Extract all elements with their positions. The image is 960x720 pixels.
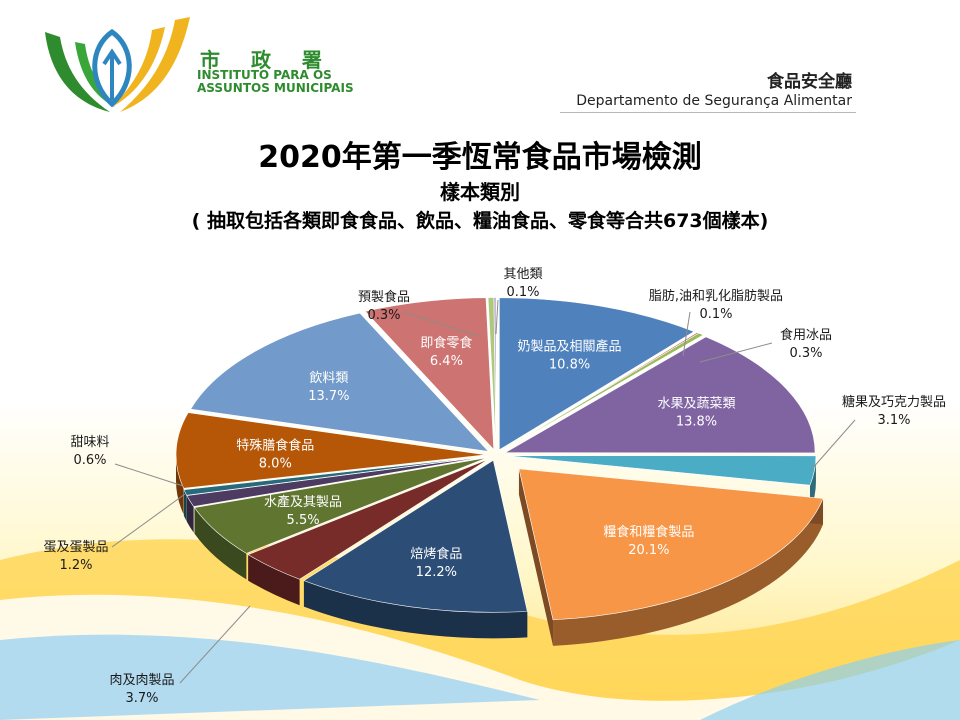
leader-line-15: [403, 311, 479, 337]
leader-line-16: [495, 299, 499, 335]
leader-line-5: [810, 419, 856, 471]
pie-slice-13: [190, 312, 490, 452]
pie-slice-7: [303, 459, 528, 613]
department-name-portuguese: Departamento de Segurança Alimentar: [576, 93, 852, 109]
pie-slice-side-7: [303, 580, 528, 639]
pie-slice-4: [503, 336, 816, 454]
logo-name-chinese: 市 政 署: [200, 48, 334, 72]
slice-value-8: 3.7%: [125, 691, 158, 706]
slice-label-7: 焙烤食品: [410, 546, 462, 562]
slice-value-12: 8.0%: [259, 457, 292, 472]
slice-label-3: 食用冰品: [780, 327, 832, 343]
slice-value-1: 10.8%: [549, 357, 590, 372]
pie-slice-cut-face-2: [518, 468, 554, 646]
leader-line-8: [179, 605, 251, 684]
pie-slice-side-11: [183, 489, 187, 522]
pie-slice-16: [493, 297, 497, 450]
slice-label-6: 糧食和糧食製品: [603, 524, 694, 540]
slice-label-2: 脂肪,油和乳化脂肪製品: [649, 288, 783, 304]
pie-slice-3: [502, 332, 704, 452]
pie-slice-side-8: [248, 554, 300, 606]
leader-line-2: [682, 311, 691, 357]
pie-slice-6: [518, 468, 824, 621]
slice-value-9: 5.5%: [287, 513, 320, 528]
slice-value-2: 0.1%: [699, 307, 732, 322]
slice-label-11: 甜味料: [70, 434, 109, 450]
header-divider: [560, 112, 856, 113]
slice-value-15: 0.3%: [367, 308, 400, 323]
pie-slice-8: [247, 458, 490, 580]
blue-wave-right-shape: [700, 640, 960, 720]
logo-name-portuguese-line2: ASSUNTOS MUNICIPAIS: [197, 81, 354, 95]
slice-value-16: 0.1%: [506, 285, 539, 300]
department-name-chinese: 食品安全廳: [767, 72, 852, 92]
leader-line-11: [114, 463, 184, 487]
pie-slice-9: [193, 457, 488, 554]
pie-slice-10: [186, 456, 487, 507]
chart-subtitle: 樣本類別: [440, 180, 520, 204]
slice-label-5: 糖果及巧克力製品: [842, 394, 946, 410]
blue-wave-shape: [0, 634, 540, 720]
slice-label-4: 水果及蔬菜類: [657, 396, 735, 411]
slice-value-13: 13.7%: [308, 389, 349, 404]
slice-label-15: 預製食品: [358, 289, 410, 305]
slice-label-9: 水產及其製品: [264, 494, 342, 510]
slice-value-10: 1.2%: [59, 558, 92, 573]
pie-slice-side-9: [194, 507, 247, 580]
slice-value-7: 12.2%: [416, 565, 457, 580]
slice-label-1: 奶製品及相關產品: [518, 338, 622, 354]
slice-label-14: 即食零食: [420, 335, 472, 351]
slice-value-6: 20.1%: [628, 543, 669, 558]
slice-value-4: 13.8%: [676, 414, 717, 429]
logo-name-portuguese-line1: INSTITUTO PARA OS: [197, 68, 332, 82]
municipal-logo-icon: [45, 17, 190, 112]
pie-slice-side-6: [553, 498, 824, 646]
pie-slice-side-10: [186, 495, 194, 533]
slice-label-10: 蛋及蛋製品: [43, 540, 108, 555]
slice-label-8: 肉及肉製品: [109, 673, 174, 688]
slice-label-12: 特殊膳食食品: [236, 438, 314, 454]
pie-slice-11: [183, 456, 487, 496]
slice-label-13: 飲料類: [309, 370, 348, 386]
slice-value-3: 0.3%: [789, 346, 822, 361]
pie-slice-12: [175, 412, 487, 489]
slice-value-5: 3.1%: [877, 413, 910, 428]
leader-line-10: [111, 493, 186, 548]
chart-title: 2020年第一季恆常食品市場檢測: [258, 140, 702, 175]
pie-labels: 奶製品及相關產品 10.8% 脂肪,油和乳化脂肪製品 0.1% 食用冰品 0.3% 水果及蔬…: [43, 267, 946, 706]
slice-value-14: 6.4%: [430, 354, 463, 369]
leader-line-3: [699, 342, 773, 363]
pie-slice-1: [499, 297, 695, 451]
pie-slice-14: [364, 297, 495, 451]
pie-top-faces: [175, 297, 824, 621]
chart-note: ( 抽取包括各類即食食品、飲品、糧油食品、零食等合共673個樣本): [191, 210, 769, 232]
pie-slice-5: [505, 455, 817, 486]
slice-label-16: 其他類: [503, 267, 542, 282]
slice-value-11: 0.6%: [73, 453, 106, 468]
